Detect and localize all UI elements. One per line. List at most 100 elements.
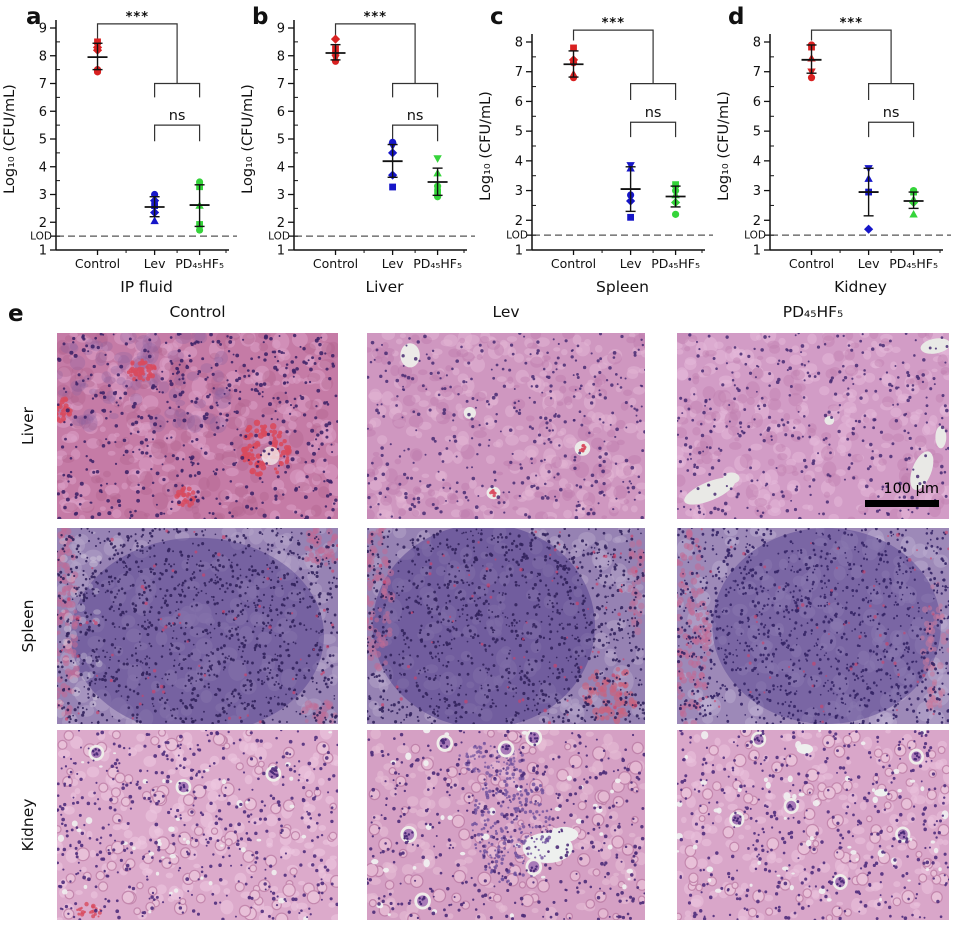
svg-text:5: 5 [277, 133, 285, 148]
histology-kidney-lev [367, 730, 645, 920]
column-header-pd45hf5: PD₄₅HF₅ [782, 303, 844, 321]
svg-text:Log₁₀ (CFU/mL): Log₁₀ (CFU/mL) [716, 91, 732, 201]
svg-text:3: 3 [39, 188, 47, 203]
svg-text:6: 6 [753, 95, 761, 110]
svg-text:6: 6 [39, 105, 47, 120]
svg-text:4: 4 [515, 154, 523, 169]
panel-d-chart: LOD 1 2 3 4 5 6 7 8 Control Lev PD₄₅HF₅ Kidney Log₁₀ … [714, 0, 953, 305]
svg-text:6: 6 [277, 105, 285, 120]
svg-text:1: 1 [753, 244, 761, 259]
svg-text:2: 2 [515, 214, 523, 229]
svg-text:PD₄₅HF₅: PD₄₅HF₅ [651, 256, 700, 271]
svg-text:ns: ns [169, 108, 186, 124]
panel-b-chart: LOD 1 2 3 4 5 6 7 8 9 Control Lev PD₄₅HF₅ Liver Log₁₀ … [238, 0, 477, 305]
scale-bar: 100 μm [865, 481, 939, 507]
row-label-spleen: Spleen [19, 599, 37, 653]
histology-image-spleen-control [57, 528, 338, 724]
svg-text:PD₄₅HF₅: PD₄₅HF₅ [413, 256, 462, 271]
svg-text:9: 9 [39, 22, 47, 37]
svg-text:Log₁₀ (CFU/mL): Log₁₀ (CFU/mL) [240, 84, 256, 194]
svg-text:Spleen: Spleen [596, 278, 649, 296]
svg-text:4: 4 [277, 160, 285, 175]
panel-a-label: a [26, 4, 42, 30]
svg-text:***: *** [364, 10, 387, 25]
svg-text:Control: Control [789, 256, 834, 271]
histology-spleen-control [57, 528, 338, 724]
histology-spleen-pd45hf5 [677, 528, 949, 724]
svg-text:Liver: Liver [365, 278, 404, 296]
svg-text:5: 5 [39, 133, 47, 148]
svg-text:ns: ns [883, 105, 900, 121]
svg-text:8: 8 [39, 49, 47, 64]
svg-text:8: 8 [277, 49, 285, 64]
svg-text:7: 7 [753, 65, 761, 80]
histology-image-liver-lev [367, 333, 645, 519]
svg-text:LOD: LOD [30, 231, 52, 243]
svg-text:3: 3 [515, 184, 523, 199]
svg-text:***: *** [840, 16, 863, 31]
svg-text:Control: Control [75, 256, 120, 271]
svg-text:1: 1 [277, 244, 285, 259]
svg-text:PD₄₅HF₅: PD₄₅HF₅ [175, 256, 224, 271]
svg-text:8: 8 [515, 36, 523, 51]
svg-text:1: 1 [515, 244, 523, 259]
svg-text:2: 2 [277, 216, 285, 231]
histology-liver-lev [367, 333, 645, 519]
svg-text:9: 9 [277, 22, 285, 37]
svg-text:8: 8 [753, 36, 761, 51]
svg-text:2: 2 [753, 214, 761, 229]
svg-text:***: *** [126, 10, 149, 25]
svg-text:7: 7 [515, 65, 523, 80]
svg-text:3: 3 [277, 188, 285, 203]
histology-liver-control [57, 333, 338, 519]
histology-image-kidney-lev [367, 730, 645, 920]
svg-text:LOD: LOD [506, 230, 528, 242]
column-header-control: Control [169, 303, 226, 321]
histology-image-kidney-pd [677, 730, 949, 920]
svg-text:LOD: LOD [744, 230, 766, 242]
histology-liver-pd45hf5: 100 μm [677, 333, 949, 519]
svg-text:2: 2 [39, 216, 47, 231]
panel-c-label: c [490, 4, 504, 30]
svg-text:3: 3 [753, 184, 761, 199]
svg-text:5: 5 [753, 125, 761, 140]
svg-text:ns: ns [407, 108, 424, 124]
svg-text:Lev: Lev [858, 256, 880, 271]
svg-text:Kidney: Kidney [834, 278, 887, 296]
svg-text:PD₄₅HF₅: PD₄₅HF₅ [889, 256, 938, 271]
svg-text:7: 7 [277, 77, 285, 92]
svg-text:LOD: LOD [268, 231, 290, 243]
svg-text:5: 5 [515, 125, 523, 140]
histology-image-kidney-control [57, 730, 338, 920]
svg-text:Control: Control [551, 256, 596, 271]
histology-image-spleen-lev [367, 528, 645, 724]
histology-kidney-control [57, 730, 338, 920]
svg-text:6: 6 [515, 95, 523, 110]
histology-image-spleen-pd [677, 528, 949, 724]
panel-d-label: d [728, 4, 745, 30]
svg-text:1: 1 [39, 244, 47, 259]
histology-kidney-pd45hf5 [677, 730, 949, 920]
scale-bar-line [865, 500, 939, 507]
histology-image-liver-control [57, 333, 338, 519]
histology-spleen-lev [367, 528, 645, 724]
svg-text:4: 4 [753, 154, 761, 169]
row-label-liver: Liver [19, 406, 37, 446]
svg-text:Lev: Lev [144, 256, 166, 271]
scale-bar-label: 100 μm [883, 481, 939, 497]
svg-text:Control: Control [313, 256, 358, 271]
panel-c-chart: LOD 1 2 3 4 5 6 7 8 Control Lev PD₄₅HF₅ Spleen Log₁₀ … [476, 0, 715, 305]
panel-a-chart: LOD 1 2 3 4 5 6 7 8 9 Control Lev PD₄₅HF₅ IP fluid Log… [0, 0, 239, 305]
histology-image-liver-pd [677, 333, 949, 519]
svg-text:Lev: Lev [620, 256, 642, 271]
row-label-kidney: Kidney [19, 798, 37, 852]
column-header-lev: Lev [492, 303, 520, 321]
svg-text:Log₁₀ (CFU/mL): Log₁₀ (CFU/mL) [2, 84, 18, 194]
svg-text:ns: ns [645, 105, 662, 121]
svg-text:***: *** [602, 16, 625, 31]
